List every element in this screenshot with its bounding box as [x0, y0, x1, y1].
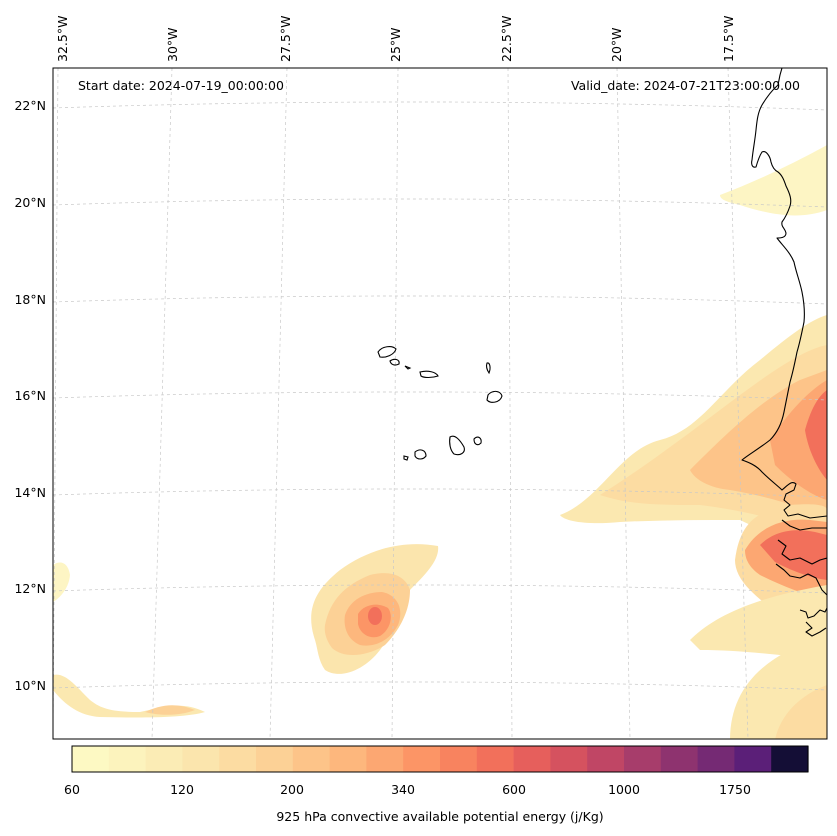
map-frame [52, 67, 828, 740]
colorbar-swatch [440, 746, 478, 772]
colorbar-swatch [771, 746, 809, 772]
latitude-label: 10°N [14, 678, 46, 693]
colorbar-swatch [734, 746, 772, 772]
latitude-label: 18°N [14, 292, 46, 307]
gridlines [53, 68, 827, 739]
longitude-label: 22.5°W [499, 16, 514, 62]
colorbar-tick-label: 200 [280, 782, 304, 797]
colorbar-label: 925 hPa convective available potential e… [276, 809, 603, 824]
colorbar-swatches [72, 746, 809, 772]
colorbar-tick-label: 1750 [719, 782, 751, 797]
latitude-label: 20°N [14, 195, 46, 210]
colorbar-swatch [219, 746, 257, 772]
colorbar-swatch [403, 746, 441, 772]
colorbar-swatch [550, 746, 588, 772]
colorbar-tick-label: 60 [64, 782, 80, 797]
cape-field [53, 145, 827, 739]
longitude-label: 25°W [388, 27, 403, 62]
longitude-labels: 32.5°W 30°W 27.5°W 25°W 22.5°W 20°W 17.5… [55, 16, 736, 62]
colorbar-swatch [292, 746, 331, 772]
colorbar-swatch [624, 746, 662, 772]
colorbar-swatch [329, 746, 367, 772]
colorbar-swatch [513, 746, 551, 772]
longitude-label: 32.5°W [55, 16, 70, 62]
start-date-text: Start date: 2024-07-19_00:00:00 [78, 78, 284, 93]
longitude-label: 20°W [609, 27, 624, 62]
longitude-label: 17.5°W [721, 16, 736, 62]
colorbar-frame [71, 745, 809, 773]
colorbar-tick-label: 120 [170, 782, 194, 797]
valid-date-text: Valid_date: 2024-07-21T23:00:00.00 [571, 78, 800, 93]
colorbar-swatch [256, 746, 294, 772]
colorbar-ticks: 60 120 200 340 600 1000 1750 [64, 782, 751, 797]
colorbar-tick-label: 1000 [608, 782, 640, 797]
colorbar-tick-label: 340 [391, 782, 415, 797]
colorbar-swatch [72, 746, 110, 772]
map-panel[interactable] [53, 68, 827, 740]
colorbar: 60 120 200 340 600 1000 1750 925 hPa con… [64, 745, 809, 824]
colorbar-swatch [660, 746, 699, 772]
colorbar-swatch [697, 746, 735, 772]
colorbar-swatch [145, 746, 183, 772]
colorbar-swatch [182, 746, 220, 772]
longitude-label: 27.5°W [278, 16, 293, 62]
latitude-label: 14°N [14, 485, 46, 500]
african-coastline [741, 68, 827, 637]
colorbar-tick-label: 600 [502, 782, 526, 797]
latitude-labels: 22°N 20°N 18°N 16°N 14°N 12°N 10°N [14, 98, 46, 693]
colorbar-swatch [587, 746, 625, 772]
latitude-label: 22°N [14, 98, 46, 113]
longitude-label: 30°W [165, 27, 180, 62]
colorbar-swatch [476, 746, 515, 772]
cape-verde-islands [377, 346, 503, 461]
colorbar-swatch [366, 746, 404, 772]
colorbar-swatch [108, 746, 147, 772]
latitude-label: 16°N [14, 388, 46, 403]
latitude-label: 12°N [14, 581, 46, 596]
